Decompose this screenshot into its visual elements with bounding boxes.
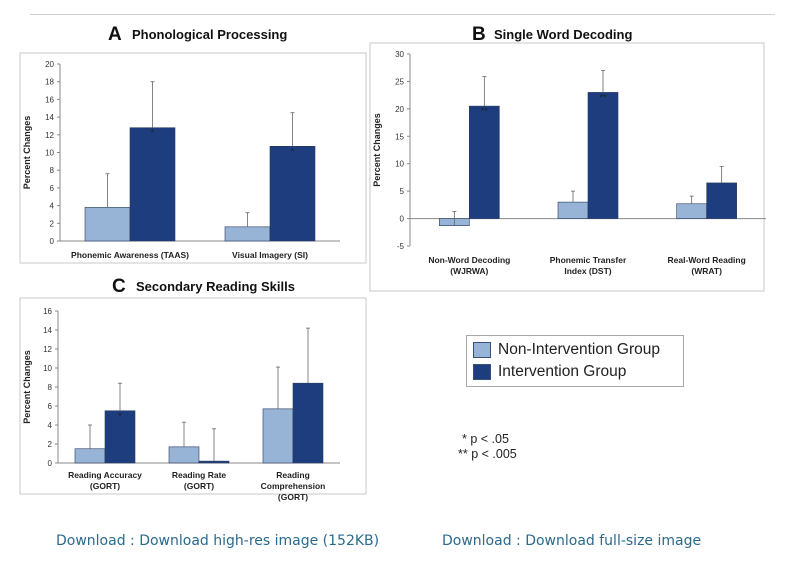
panel-b-ytick-label: 5 xyxy=(400,187,405,196)
panel-c-category-label: Reading Accuracy xyxy=(68,470,142,480)
legend: Non-Intervention Group Intervention Grou… xyxy=(466,335,684,387)
panel-a-bar xyxy=(129,127,176,242)
legend-swatch-intervention xyxy=(473,364,491,380)
panel-c-category-label: Comprehension xyxy=(261,481,326,491)
significance-note-1: * p < .05 xyxy=(462,432,509,446)
panel-a-frame xyxy=(19,52,367,264)
panel-a-bar xyxy=(269,146,316,242)
panel-a-ytick-label: 0 xyxy=(50,237,55,246)
panel-c-ytick-label: 10 xyxy=(43,364,52,373)
significance-note-2: ** p < .005 xyxy=(458,447,517,461)
panel-a-sig-marker: * xyxy=(291,146,295,156)
panel-b-category-label: Non-Word Decoding xyxy=(428,255,510,265)
download-full-size-link[interactable]: Download : Download full-size image xyxy=(442,533,702,549)
panel-c-category-label: Reading xyxy=(276,470,310,480)
panel-b-bar xyxy=(587,92,619,219)
panel-c-bar xyxy=(292,382,324,464)
panel-a-ytick-label: 10 xyxy=(45,149,54,158)
panel-b-ytick-label: 20 xyxy=(395,105,404,114)
legend-swatch-non-intervention xyxy=(473,342,491,358)
top-divider xyxy=(30,14,775,15)
panel-b-ytick-label: 30 xyxy=(395,50,404,59)
legend-label-non-intervention: Non-Intervention Group xyxy=(498,341,660,358)
panel-c-ytick-label: 0 xyxy=(48,459,53,468)
download-links: Download : Download high-res image (152K… xyxy=(0,533,794,555)
panel-b-bar xyxy=(469,105,500,219)
panel-c-bar xyxy=(168,446,200,464)
panel-b-ytick-label: 0 xyxy=(400,215,405,224)
panel-b-ytick-label: 25 xyxy=(395,77,404,86)
panel-c-ytick-label: 16 xyxy=(43,307,52,316)
panel-c-bar xyxy=(262,408,294,464)
panel-a-ytick-label: 18 xyxy=(45,78,54,87)
panel-c-bar xyxy=(74,448,106,464)
panel-b-category-label: (WRAT) xyxy=(691,266,722,276)
panel-c-sig-marker: * xyxy=(118,411,122,421)
panel-b-sig-marker: ** xyxy=(599,92,607,102)
panel-a-chart: A Phonological Processing 0 2 4 6 8 10 12 14 16 18 2… xyxy=(19,24,766,502)
panel-c-ytick-label: 2 xyxy=(48,440,53,449)
panel-b-letter: B xyxy=(472,24,486,45)
panel-a-category-label: Visual Imagery (SI) xyxy=(232,250,308,260)
panel-c-y-label: Percent Changes xyxy=(22,350,32,424)
panel-a-ytick-label: 20 xyxy=(45,60,54,69)
panel-b-title: Single Word Decoding xyxy=(494,27,632,42)
panel-b-ytick-label: -5 xyxy=(397,242,405,251)
download-high-res-link[interactable]: Download : Download high-res image (152K… xyxy=(56,533,380,549)
panel-a-ytick-label: 4 xyxy=(50,202,55,211)
panel-b-sig-marker: ** xyxy=(481,106,489,116)
panel-c-ytick-label: 12 xyxy=(43,345,52,354)
panel-b-bar xyxy=(557,201,589,219)
panel-c-category-label: Reading Rate xyxy=(172,470,227,480)
panel-c-ytick-label: 14 xyxy=(43,326,52,335)
panel-b-category-label: Phonemic Transfer xyxy=(550,255,627,265)
panel-a-title: Phonological Processing xyxy=(132,27,287,42)
panel-a-ytick-label: 6 xyxy=(50,184,55,193)
panel-a-ytick-label: 16 xyxy=(45,95,54,104)
panel-c-category-label: (GORT) xyxy=(90,481,120,491)
panel-a-y-label: Percent Changes xyxy=(22,116,32,190)
panel-c-title: Secondary Reading Skills xyxy=(136,279,295,294)
legend-item-intervention: Intervention Group xyxy=(473,362,626,382)
panel-b-bar xyxy=(676,203,707,219)
panel-c-letter: C xyxy=(112,276,126,297)
panel-b-frame xyxy=(369,42,765,292)
panel-c-ytick-label: 6 xyxy=(48,402,53,411)
panel-c-bar xyxy=(104,410,136,464)
panel-a-ytick-label: 2 xyxy=(50,219,55,228)
panel-a-sig-marker: * xyxy=(151,128,155,138)
panel-a-bar xyxy=(84,207,131,242)
panel-b-category-label: Index (DST) xyxy=(564,266,611,276)
panel-a-ytick-label: 14 xyxy=(45,113,54,122)
panel-a-letter: A xyxy=(108,24,122,45)
panel-c-frame xyxy=(19,297,367,495)
panel-b-category-label: Real-Word Reading xyxy=(668,255,746,265)
panel-c-category-label: (GORT) xyxy=(184,481,214,491)
panel-c-category-label: (GORT) xyxy=(278,492,308,502)
panel-a-ytick-label: 8 xyxy=(50,166,55,175)
figure: A Phonological Processing 0 2 4 6 8 10 12 14 16 18 2… xyxy=(19,24,766,502)
legend-item-non-intervention: Non-Intervention Group xyxy=(473,340,660,360)
legend-label-intervention: Intervention Group xyxy=(498,363,627,380)
panel-a-ytick-label: 12 xyxy=(45,131,54,140)
panel-b-bar xyxy=(706,182,737,219)
panel-b-y-label: Percent Changes xyxy=(372,113,382,187)
panel-a-category-label: Phonemic Awareness (TAAS) xyxy=(71,250,189,260)
panel-a-bar xyxy=(224,226,271,242)
panel-c-ytick-label: 4 xyxy=(48,421,53,430)
panel-c-ytick-label: 8 xyxy=(48,383,53,392)
panel-b-ytick-label: 15 xyxy=(395,132,404,141)
panel-b-category-label: (WJRWA) xyxy=(450,266,488,276)
panel-b-ytick-label: 10 xyxy=(395,160,404,169)
panel-c-bar xyxy=(198,460,230,464)
